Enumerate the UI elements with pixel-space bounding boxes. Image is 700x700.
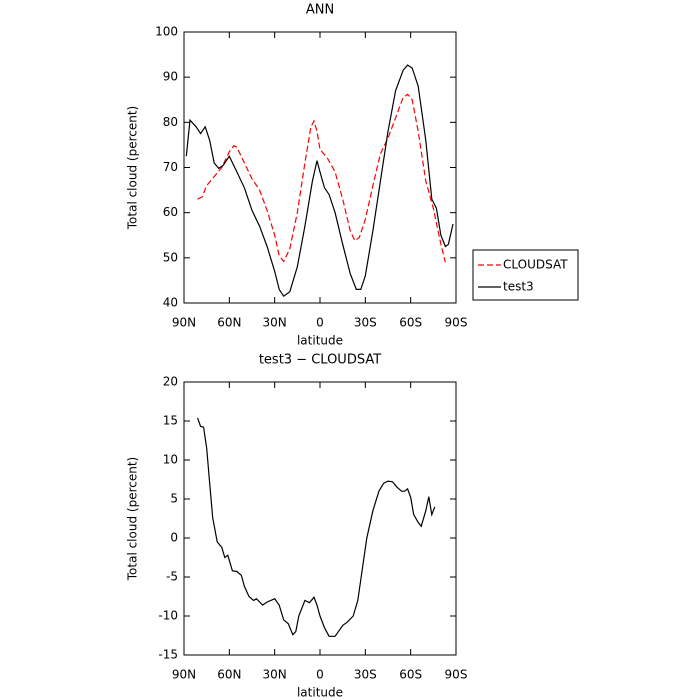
x-tick-label: 60N bbox=[217, 316, 241, 330]
x-tick-label: 90N bbox=[172, 316, 196, 330]
chart-title: ANN bbox=[306, 3, 334, 18]
data-line bbox=[185, 64, 454, 298]
x-tick-label: 30S bbox=[354, 668, 377, 682]
y-tick-label: -15 bbox=[158, 648, 178, 662]
x-tick-label: 90S bbox=[445, 316, 468, 330]
data-line bbox=[197, 417, 436, 637]
legend-label: CLOUDSAT bbox=[503, 258, 568, 272]
y-tick-label: 90 bbox=[163, 70, 178, 84]
data-line bbox=[197, 93, 446, 263]
x-axis-label: latitude bbox=[297, 686, 343, 700]
chart-title: test3 − CLOUDSAT bbox=[259, 353, 381, 368]
y-tick-label: 40 bbox=[163, 296, 178, 310]
y-tick-label: 0 bbox=[170, 531, 178, 545]
x-tick-label: 60S bbox=[399, 316, 422, 330]
y-tick-label: 80 bbox=[163, 115, 178, 129]
y-tick-label: -5 bbox=[166, 570, 178, 584]
y-axis-label: Total cloud (percent) bbox=[126, 106, 140, 230]
y-tick-label: -10 bbox=[158, 609, 178, 623]
x-tick-label: 0 bbox=[316, 668, 324, 682]
x-tick-label: 30S bbox=[354, 316, 377, 330]
y-tick-label: 60 bbox=[163, 205, 178, 219]
plot-frame bbox=[183, 31, 457, 304]
y-tick-label: 100 bbox=[155, 25, 178, 39]
y-tick-label: 10 bbox=[163, 453, 178, 467]
x-tick-label: 90S bbox=[445, 668, 468, 682]
y-tick-label: 50 bbox=[163, 250, 178, 264]
x-tick-label: 0 bbox=[316, 316, 324, 330]
y-tick-label: 70 bbox=[163, 160, 178, 174]
x-tick-label: 60N bbox=[217, 668, 241, 682]
x-tick-label: 60S bbox=[399, 668, 422, 682]
y-tick-label: 15 bbox=[163, 414, 178, 428]
x-axis-label: latitude bbox=[297, 334, 343, 348]
legend-label: test3 bbox=[503, 280, 534, 294]
y-tick-label: 5 bbox=[170, 492, 178, 506]
x-tick-label: 30N bbox=[263, 316, 287, 330]
y-axis-label: Total cloud (percent) bbox=[126, 457, 140, 581]
legend-box bbox=[472, 249, 579, 301]
x-tick-label: 90N bbox=[172, 668, 196, 682]
x-tick-label: 30N bbox=[263, 668, 287, 682]
y-tick-label: 20 bbox=[163, 375, 178, 389]
